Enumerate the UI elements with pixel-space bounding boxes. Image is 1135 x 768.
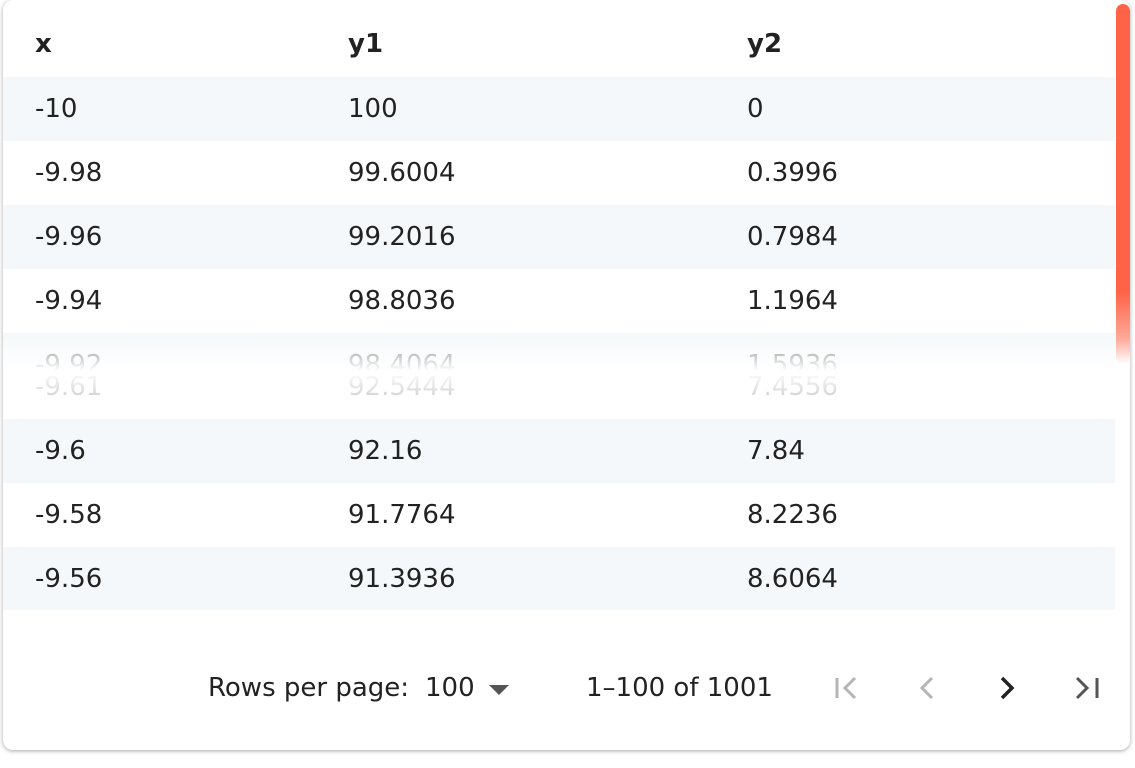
table-row: -9.56 91.3936 8.6064 xyxy=(3,547,1115,610)
table-row: -9.58 91.7764 8.2236 xyxy=(3,483,1115,547)
cell-y1: 99.6004 xyxy=(348,158,456,188)
table-row: -9.96 99.2016 0.7984 xyxy=(3,205,1115,269)
column-header-x[interactable]: x xyxy=(35,29,52,59)
cell-y2: 7.4556 xyxy=(747,372,838,402)
cell-x: -9.56 xyxy=(35,564,103,594)
cell-y1: 92.16 xyxy=(348,436,423,466)
first-page-icon xyxy=(835,676,857,700)
table-row: -9.6 92.16 7.84 xyxy=(3,419,1115,483)
previous-page-button[interactable] xyxy=(907,668,947,708)
last-page-button[interactable] xyxy=(1067,668,1107,708)
data-table-card: x y1 y2 -10 100 0 -9.98 99.6004 0.3996 -… xyxy=(3,0,1130,750)
table-header-row: x y1 y2 xyxy=(3,12,1115,76)
last-page-icon xyxy=(1075,676,1099,700)
vertical-scrollbar[interactable] xyxy=(1115,0,1130,610)
cell-y2: 8.2236 xyxy=(747,500,838,530)
table-row: -9.94 98.8036 1.1964 xyxy=(3,269,1115,333)
chevron-left-icon xyxy=(919,676,934,700)
cell-x: -9.98 xyxy=(35,158,103,188)
cell-x: -9.58 xyxy=(35,500,103,530)
column-header-y1[interactable]: y1 xyxy=(348,29,384,59)
rows-per-page-value: 100 xyxy=(425,673,475,703)
cell-y1: 92.5444 xyxy=(348,372,456,402)
cell-y2: 0.3996 xyxy=(747,158,838,188)
cell-x: -9.61 xyxy=(35,372,103,402)
table-row: -9.92 98.4064 1.5936 xyxy=(3,333,1115,371)
pagination-range-label: 1–100 of 1001 xyxy=(586,673,773,703)
cell-y1: 91.7764 xyxy=(348,500,456,530)
first-page-button[interactable] xyxy=(827,668,867,708)
cell-y2: 0 xyxy=(747,94,764,124)
scrollbar-thumb[interactable] xyxy=(1116,4,1130,364)
chevron-right-icon xyxy=(1000,676,1015,700)
rows-per-page-select[interactable]: 100 xyxy=(425,655,525,721)
cell-y1: 98.4064 xyxy=(348,350,456,371)
next-page-button[interactable] xyxy=(987,668,1027,708)
cell-y2: 1.1964 xyxy=(747,286,838,316)
cell-y2: 8.6064 xyxy=(747,564,838,594)
table-row: -9.61 92.5444 7.4556 xyxy=(3,371,1115,419)
cell-y2: 7.84 xyxy=(747,436,805,466)
table-row: -10 100 0 xyxy=(3,77,1115,141)
cell-y1: 100 xyxy=(348,94,398,124)
table-pagination: Rows per page: 100 1–100 of 1001 xyxy=(3,655,1130,721)
cell-x: -9.96 xyxy=(35,222,103,252)
caret-down-icon xyxy=(489,685,509,695)
table-row: -9.98 99.6004 0.3996 xyxy=(3,141,1115,205)
cell-y1: 91.3936 xyxy=(348,564,456,594)
cell-y2: 1.5936 xyxy=(747,350,838,371)
column-header-y2[interactable]: y2 xyxy=(747,29,783,59)
table-scroll-area[interactable]: x y1 y2 -10 100 0 -9.98 99.6004 0.3996 -… xyxy=(3,0,1115,610)
rows-per-page-label: Rows per page: xyxy=(208,673,410,703)
cell-y1: 98.8036 xyxy=(348,286,456,316)
cell-x: -9.92 xyxy=(35,350,103,371)
cell-y1: 99.2016 xyxy=(348,222,456,252)
cell-x: -9.94 xyxy=(35,286,103,316)
cell-x: -9.6 xyxy=(35,436,86,466)
cell-y2: 0.7984 xyxy=(747,222,838,252)
cell-x: -10 xyxy=(35,94,78,124)
